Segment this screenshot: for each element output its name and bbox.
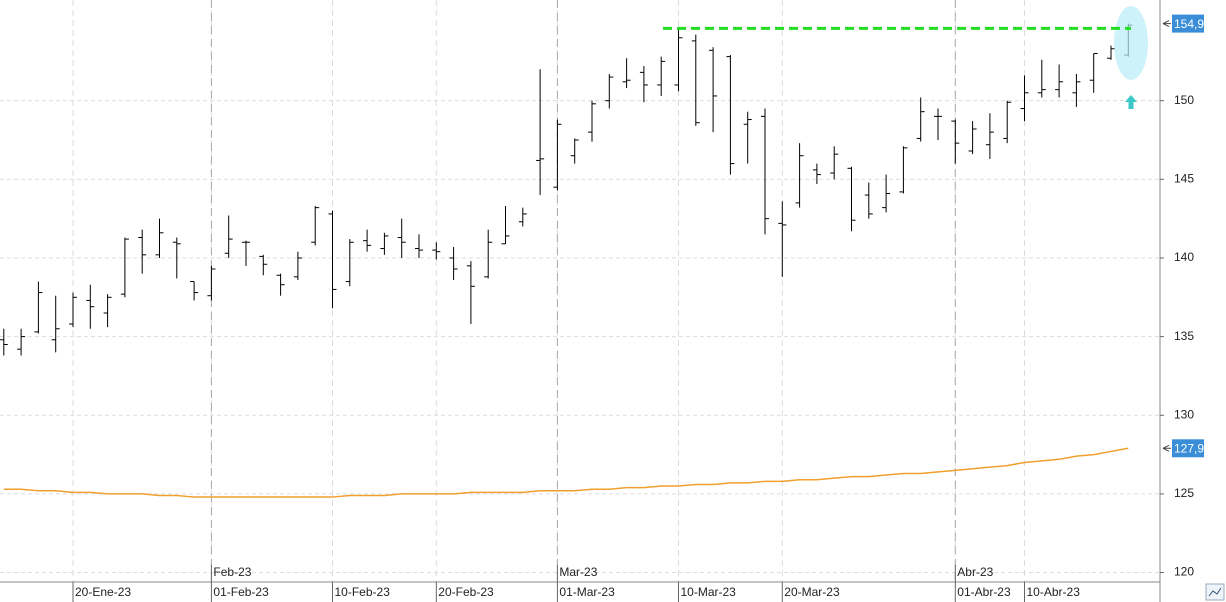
y-tick-label: 150 — [1174, 93, 1194, 107]
x-tick-label: 10-Feb-23 — [335, 585, 391, 599]
x-tick-label: 01-Abr-23 — [957, 585, 1011, 599]
y-tick-label: 120 — [1174, 565, 1194, 579]
highlight-ellipse — [1114, 6, 1148, 80]
up-arrow-icon — [1125, 95, 1137, 109]
price-tag — [1172, 439, 1204, 458]
price-tag-arrow — [1162, 20, 1171, 28]
price-tag-label: 127,9 — [1174, 441, 1204, 455]
x-tick-label: 20-Feb-23 — [438, 585, 494, 599]
plot — [0, 23, 1133, 498]
month-label: Mar-23 — [559, 565, 597, 579]
month-label: Feb-23 — [213, 565, 251, 579]
y-tick-label: 145 — [1174, 171, 1194, 185]
scale-button-icon — [1208, 587, 1222, 597]
y-tick-label: 140 — [1174, 250, 1194, 264]
moving-average-line — [3, 447, 1129, 498]
y-tick-label: 130 — [1174, 407, 1194, 421]
y-tick-label: 125 — [1174, 486, 1194, 500]
price-tag-arrow — [1162, 444, 1171, 452]
x-tick-label: 20-Ene-23 — [75, 585, 131, 599]
x-tick-label: 10-Abr-23 — [1027, 585, 1081, 599]
month-label: Abr-23 — [957, 565, 993, 579]
x-tick-label: 20-Mar-23 — [784, 585, 840, 599]
grid — [0, 0, 1160, 582]
x-tick-label: 01-Mar-23 — [559, 585, 615, 599]
y-tick-label: 135 — [1174, 329, 1194, 343]
price-tag — [1172, 14, 1204, 33]
x-tick-label: 01-Feb-23 — [213, 585, 269, 599]
x-tick-label: 10-Mar-23 — [681, 585, 737, 599]
price-tag-label: 154,9 — [1174, 17, 1204, 31]
